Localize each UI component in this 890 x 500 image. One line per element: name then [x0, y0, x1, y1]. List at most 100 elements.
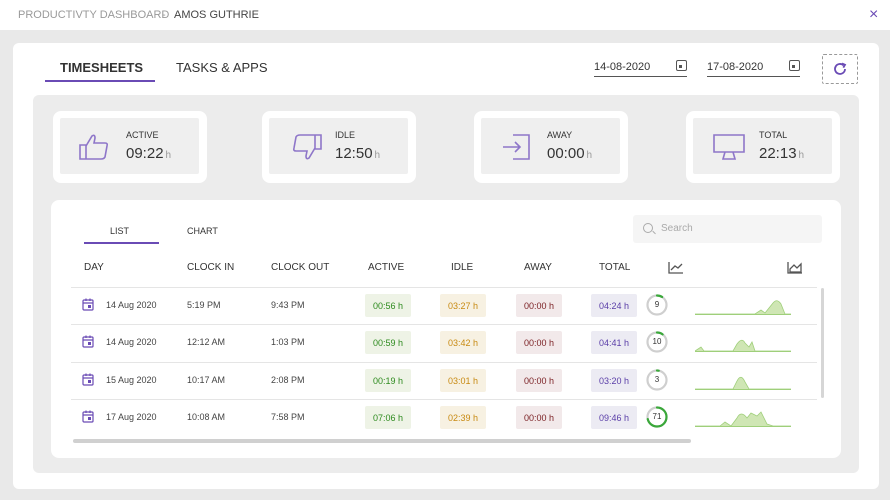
- title-separator: -: [162, 9, 166, 21]
- app-title: PRODUCTIVTY DASHBOARD: [18, 9, 170, 21]
- monitor-icon: [713, 134, 745, 160]
- active-value: 09:22: [126, 145, 164, 162]
- productivity-ring: 10: [645, 330, 669, 354]
- column-header-day[interactable]: DAY: [84, 262, 104, 273]
- calendar-icon: [82, 410, 94, 423]
- idle-value: 12:50: [335, 145, 373, 162]
- active-cell: 00:19 h: [365, 369, 412, 392]
- card-label: AWAY: [547, 130, 573, 140]
- score-value: 9: [654, 300, 660, 309]
- total-value: 22:13: [759, 145, 797, 162]
- refresh-button[interactable]: [822, 54, 858, 84]
- date-from-field[interactable]: 14-08-2020: [594, 60, 687, 77]
- active-subtab-indicator: [84, 242, 159, 244]
- timesheet-table-card: LIST CHART Search DAY CLOCK IN CLOCK OUT…: [51, 200, 841, 458]
- unit-label: h: [586, 150, 593, 161]
- column-header-away[interactable]: AWAY: [524, 262, 552, 273]
- unit-label: h: [798, 150, 805, 161]
- clock-out-cell: 1:03 PM: [271, 337, 305, 347]
- date-from-value: 14-08-2020: [594, 61, 651, 73]
- dashboard-panel: TIMESHEETS TASKS & APPS 14-08-2020 17-08…: [13, 43, 879, 489]
- column-header-clock-out[interactable]: CLOCK OUT: [271, 262, 330, 273]
- clock-in-cell: 12:12 AM: [187, 337, 226, 347]
- column-header-idle[interactable]: IDLE: [451, 262, 474, 273]
- line-chart-icon: [668, 262, 683, 274]
- calendar-icon: [82, 373, 94, 386]
- table-row[interactable]: 15 Aug 2020 10:17 AM 2:08 PM 00:19 h 03:…: [71, 362, 817, 399]
- active-cell: 00:59 h: [365, 331, 412, 354]
- clock-in-cell: 10:08 AM: [187, 412, 226, 422]
- calendar-icon[interactable]: [789, 60, 800, 71]
- calendar-icon[interactable]: [676, 60, 687, 71]
- productivity-ring: 71: [645, 405, 669, 429]
- tab-tasks-apps[interactable]: TASKS & APPS: [176, 60, 268, 75]
- search-placeholder: Search: [661, 223, 693, 234]
- productivity-ring: 3: [645, 368, 669, 392]
- activity-sparkline: [695, 300, 791, 315]
- date-to-value: 17-08-2020: [707, 61, 764, 73]
- score-value: 10: [652, 337, 662, 346]
- unit-label: h: [165, 150, 172, 161]
- ring-progress: [646, 331, 668, 353]
- user-name: AMOS GUTHRIE: [174, 9, 259, 21]
- search-input[interactable]: Search: [633, 215, 822, 243]
- clock-in-cell: 5:19 PM: [187, 300, 221, 310]
- active-cell: 07:06 h: [365, 406, 412, 429]
- total-cell: 04:41 h: [591, 331, 638, 354]
- subtab-chart[interactable]: CHART: [187, 226, 218, 236]
- subtab-list[interactable]: LIST: [110, 226, 130, 236]
- tab-timesheets[interactable]: TIMESHEETS: [60, 60, 144, 75]
- table-row[interactable]: 14 Aug 2020 12:12 AM 1:03 PM 00:59 h 03:…: [71, 324, 817, 361]
- active-tab-indicator: [45, 80, 155, 82]
- activity-sparkline: [695, 411, 791, 427]
- card-label: ACTIVE: [126, 130, 159, 140]
- clock-out-cell: 2:08 PM: [271, 375, 305, 385]
- clock-in-cell: 10:17 AM: [187, 375, 226, 385]
- idle-cell: 03:27 h: [440, 294, 487, 317]
- idle-cell: 03:42 h: [440, 331, 487, 354]
- ring-progress: [646, 294, 668, 316]
- day-cell: 15 Aug 2020: [106, 375, 157, 385]
- card-label: IDLE: [335, 130, 356, 140]
- productivity-ring: 9: [645, 293, 669, 317]
- clock-out-cell: 9:43 PM: [271, 300, 305, 310]
- total-summary-card: TOTAL 22:13 h: [686, 111, 840, 183]
- activity-sparkline: [695, 376, 791, 390]
- idle-summary-card: IDLE 12:50 h: [262, 111, 416, 183]
- idle-cell: 02:39 h: [440, 406, 487, 429]
- ring-progress: [646, 406, 668, 428]
- search-icon: [643, 223, 653, 233]
- activity-sparkline: [695, 339, 791, 352]
- day-cell: 17 Aug 2020: [106, 412, 157, 422]
- table-row[interactable]: 17 Aug 2020 10:08 AM 7:58 PM 07:06 h 02:…: [71, 399, 817, 436]
- horizontal-scrollbar[interactable]: [73, 439, 691, 443]
- total-cell: 03:20 h: [591, 369, 638, 392]
- idle-cell: 03:01 h: [440, 369, 487, 392]
- date-to-field[interactable]: 17-08-2020: [707, 60, 800, 77]
- away-cell: 00:00 h: [516, 369, 563, 392]
- title-bar: PRODUCTIVTY DASHBOARD - AMOS GUTHRIE ×: [0, 0, 890, 30]
- close-icon[interactable]: ×: [869, 6, 879, 23]
- day-cell: 14 Aug 2020: [106, 300, 157, 310]
- calendar-icon: [82, 335, 94, 348]
- total-cell: 04:24 h: [591, 294, 638, 317]
- ring-progress: [646, 369, 668, 391]
- card-label: TOTAL: [759, 130, 788, 140]
- score-value: 3: [654, 375, 660, 384]
- clock-out-cell: 7:58 PM: [271, 412, 305, 422]
- unit-label: h: [374, 150, 381, 161]
- away-summary-card: AWAY 00:00 h: [474, 111, 628, 183]
- score-value: 71: [652, 412, 662, 421]
- refresh-icon: [834, 62, 847, 75]
- thumbs-up-icon: [79, 134, 109, 160]
- content-area: ACTIVE 09:22 h IDLE 12:50 h AWAY 00:00 h: [33, 95, 859, 473]
- column-header-total[interactable]: TOTAL: [599, 262, 631, 273]
- column-header-clock-in[interactable]: CLOCK IN: [187, 262, 235, 273]
- away-cell: 00:00 h: [516, 331, 563, 354]
- away-value: 00:00: [547, 145, 585, 162]
- table-row[interactable]: 14 Aug 2020 5:19 PM 9:43 PM 00:56 h 03:2…: [71, 287, 817, 324]
- vertical-scrollbar[interactable]: [821, 288, 824, 398]
- total-cell: 09:46 h: [591, 406, 638, 429]
- calendar-icon: [82, 298, 94, 311]
- column-header-active[interactable]: ACTIVE: [368, 262, 405, 273]
